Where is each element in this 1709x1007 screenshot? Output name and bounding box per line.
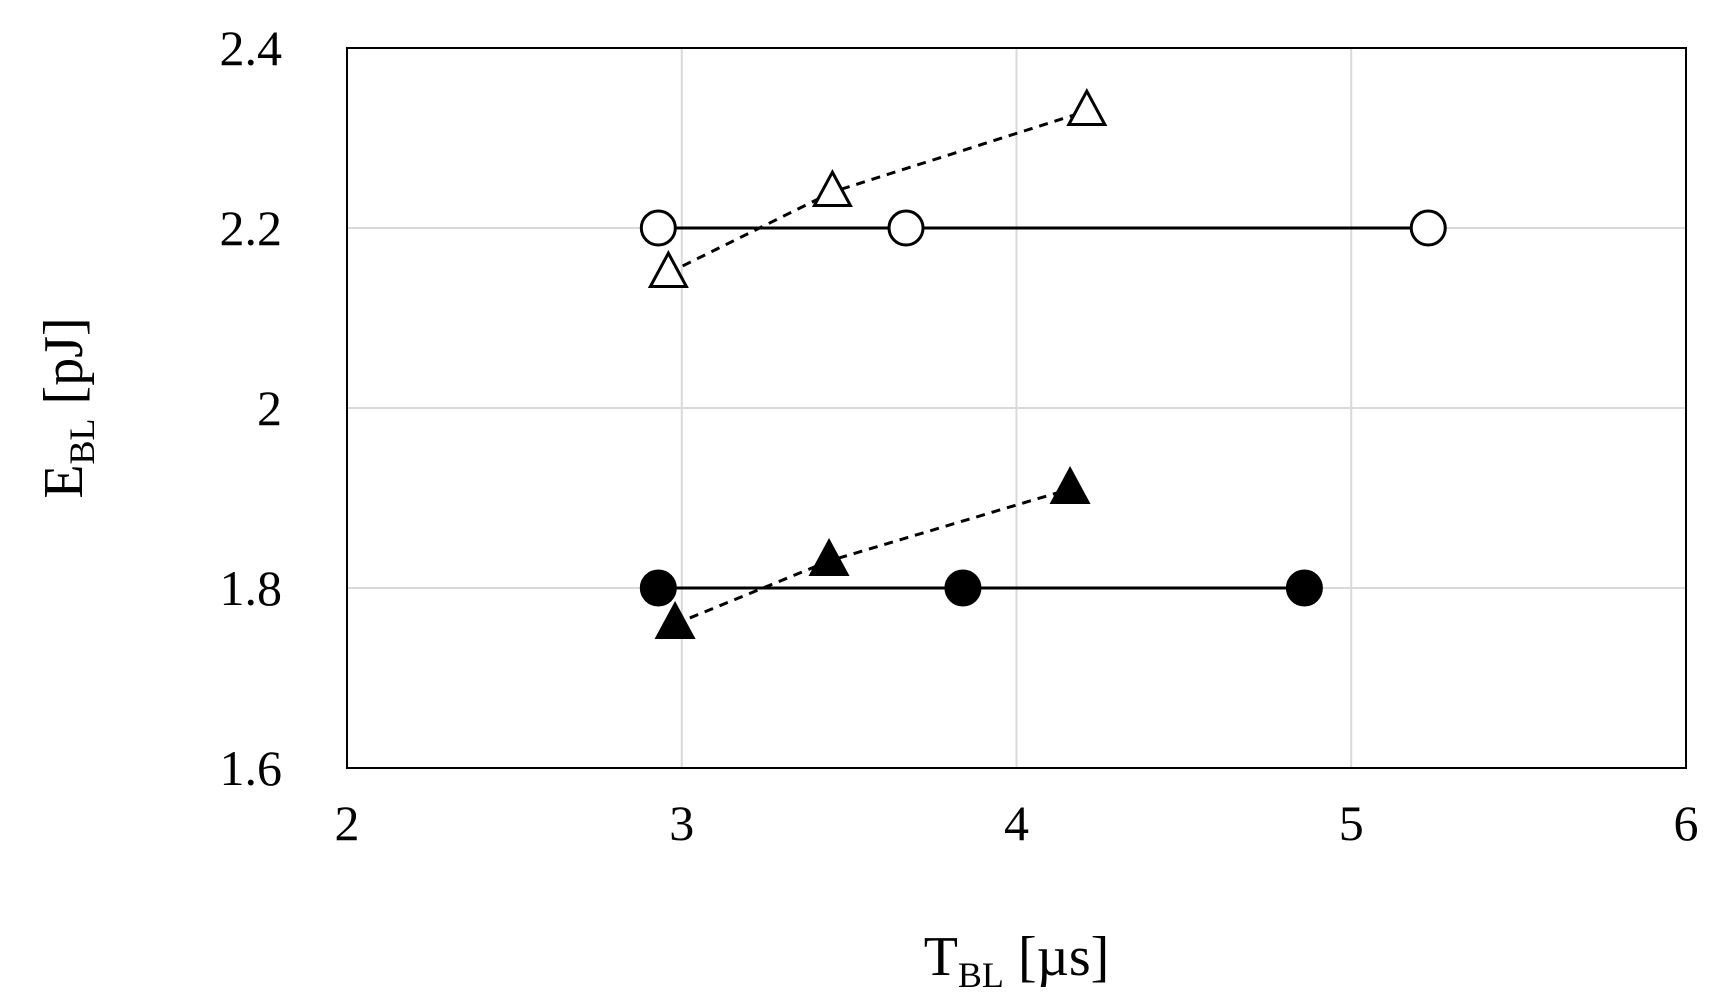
grid-lines (346, 47, 1687, 769)
y-axis-title-subscript: BL (62, 418, 102, 464)
x-tick-label: 4 (1004, 795, 1029, 851)
series-markers (639, 88, 1447, 639)
series-1-point (639, 209, 677, 247)
y-tick-label: 2 (257, 380, 282, 436)
series-4-point (1049, 466, 1091, 504)
x-axis-title-main: T (924, 926, 958, 988)
y-axis-title-main: E (33, 464, 95, 498)
y-tick-label: 2.4 (220, 20, 283, 76)
series-4-point (654, 601, 696, 639)
series-4-point (808, 538, 850, 576)
x-tick-labels: 2 3 4 5 6 (335, 795, 1699, 851)
series-lines (658, 109, 1429, 626)
series-1-point (887, 209, 925, 247)
series-3-point (639, 569, 677, 607)
series-4-line (674, 487, 1071, 626)
y-axis-title: EBL [pJ] (33, 317, 102, 498)
x-axis-title-subscript: BL (958, 955, 1004, 995)
x-axis-title-unit: [µs] (1004, 926, 1109, 988)
series-1-point (1409, 209, 1447, 247)
x-tick-label: 2 (335, 795, 360, 851)
y-tick-label: 2.2 (220, 200, 283, 256)
y-tick-label: 1.8 (220, 560, 283, 616)
x-tick-label: 6 (1674, 795, 1699, 851)
plot-area-frame (346, 47, 1687, 769)
y-tick-label: 1.6 (220, 740, 283, 796)
series-3-point (944, 569, 982, 607)
y-tick-labels: 1.6 1.8 2 2.2 2.4 (220, 20, 283, 796)
series-2-point (1066, 88, 1108, 126)
y-axis-title-unit: [pJ] (33, 317, 95, 418)
series-2-point (647, 250, 689, 288)
x-tick-label: 5 (1339, 795, 1364, 851)
series-3-point (1285, 569, 1323, 607)
series-2-point (811, 169, 853, 207)
x-tick-label: 3 (669, 795, 694, 851)
x-axis-title: TBL [µs] (924, 926, 1110, 995)
series-2-line (667, 109, 1088, 275)
